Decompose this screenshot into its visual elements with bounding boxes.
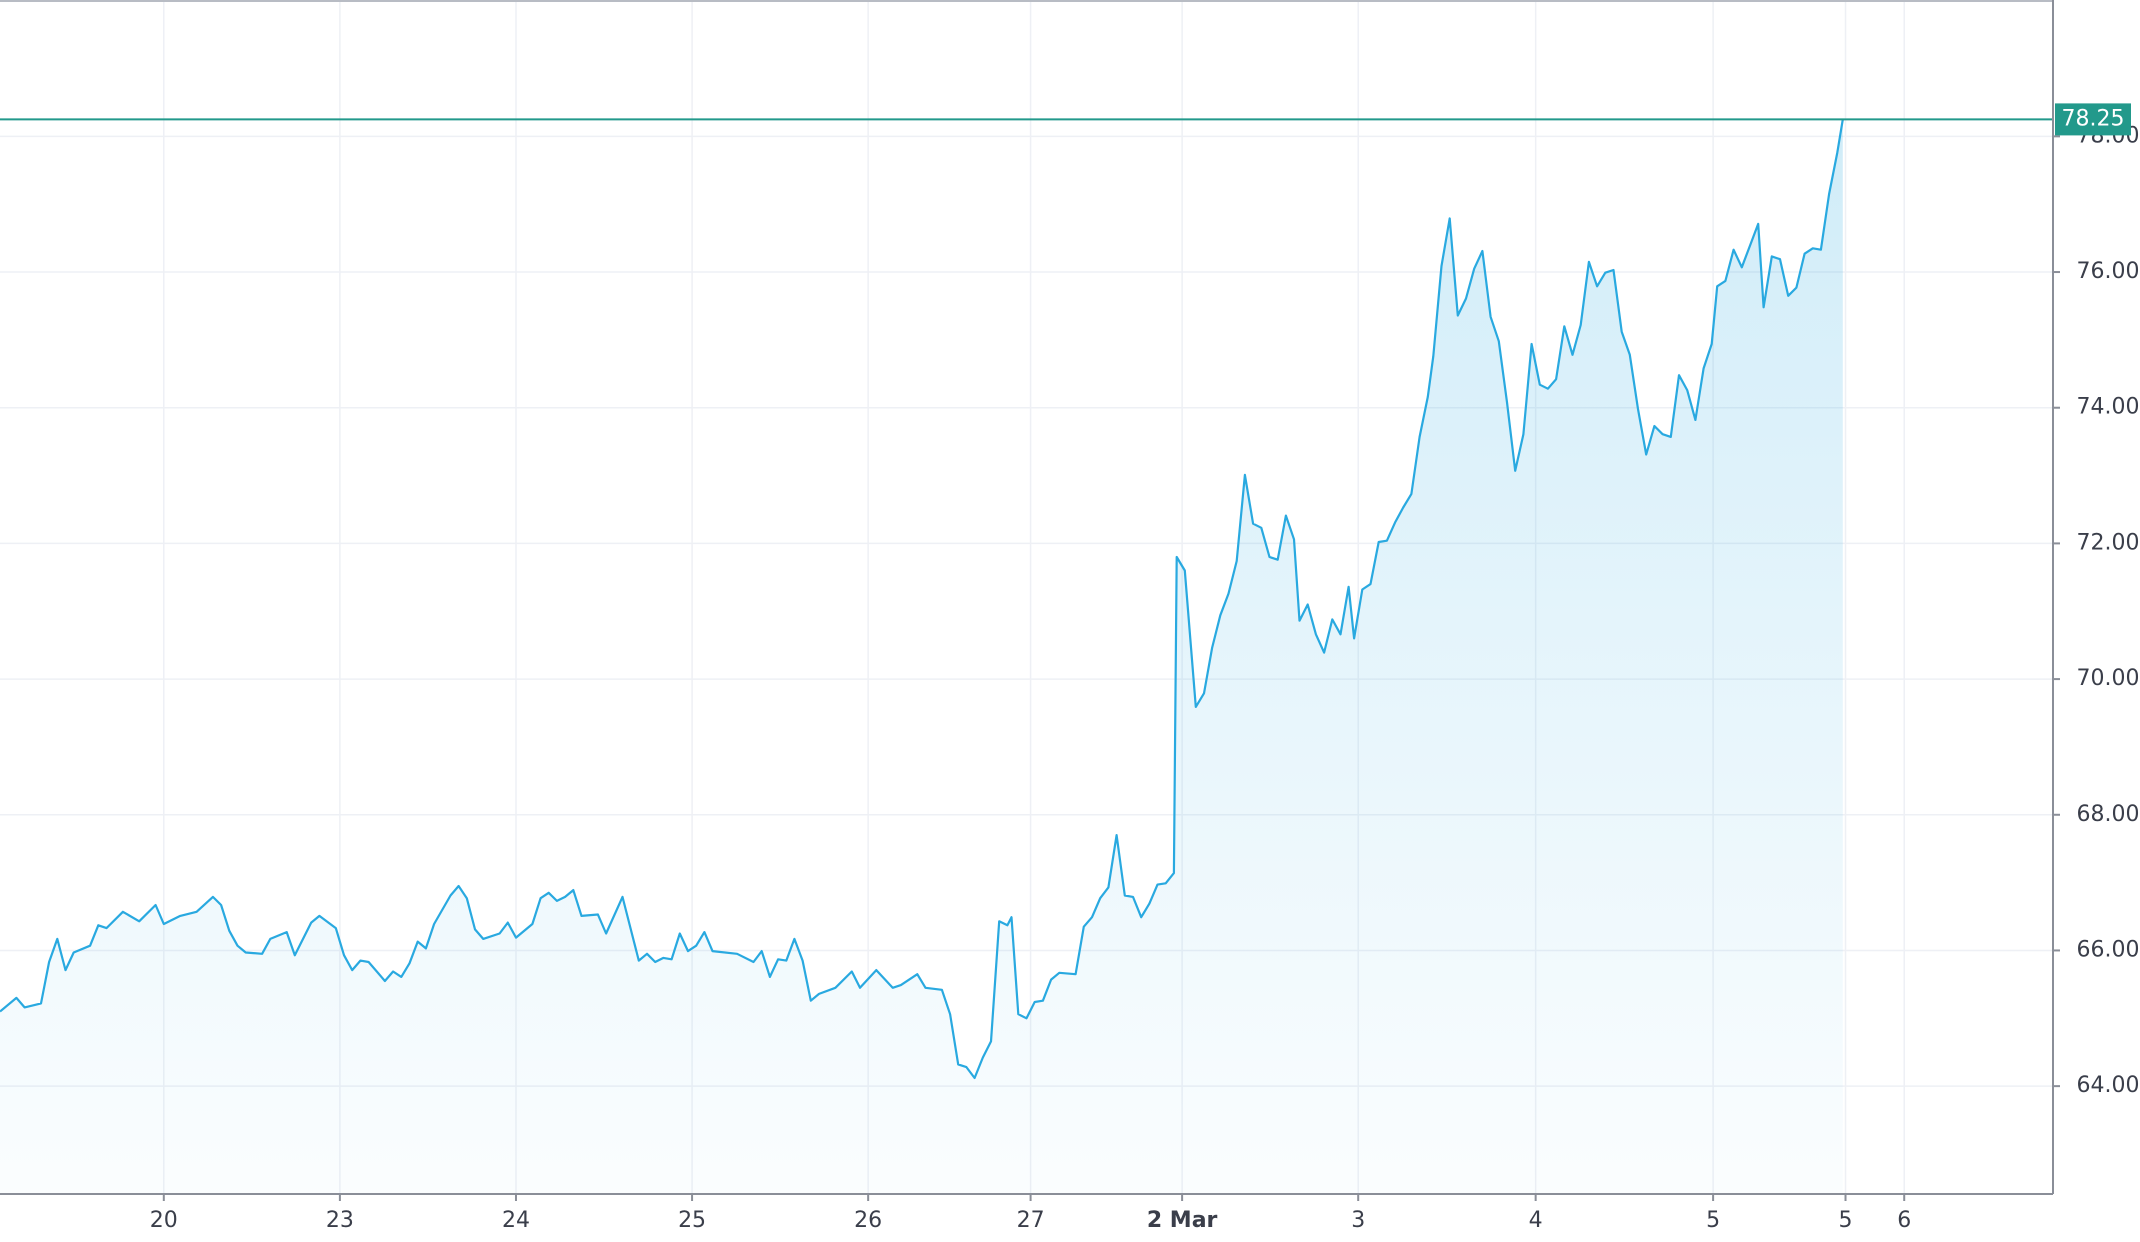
x-tick-label: 5	[1706, 1208, 1720, 1233]
current-price-label: 78.25	[2062, 106, 2125, 131]
y-tick-label: 68.00	[2077, 802, 2140, 827]
x-tick-label: 3	[1351, 1208, 1365, 1233]
y-tick-label: 72.00	[2077, 530, 2140, 555]
x-tick-label: 5	[1839, 1208, 1853, 1233]
y-tick-label: 74.00	[2077, 395, 2140, 420]
x-tick-label: 20	[150, 1208, 178, 1233]
x-tick-label: 4	[1529, 1208, 1543, 1233]
x-tick-label: 6	[1897, 1208, 1911, 1233]
price-line	[0, 119, 1844, 1080]
x-tick-label: 26	[854, 1208, 882, 1233]
x-tick-label: 27	[1017, 1208, 1045, 1233]
x-tick-label: 2 Mar	[1147, 1208, 1218, 1233]
y-tick-label: 70.00	[2077, 666, 2140, 691]
plot	[0, 118, 2053, 1194]
x-tick-label: 24	[502, 1208, 530, 1233]
axes: 64.0066.0068.0070.0072.0074.0076.0078.00…	[150, 103, 2140, 1233]
y-tick-label: 64.00	[2077, 1073, 2140, 1098]
current-price-box	[2055, 103, 2131, 136]
area-fill	[0, 119, 1843, 1194]
x-tick-label: 25	[678, 1208, 706, 1233]
x-tick-label: 23	[326, 1208, 354, 1233]
y-tick-label: 76.00	[2077, 259, 2140, 284]
y-tick-label: 66.00	[2077, 937, 2140, 962]
